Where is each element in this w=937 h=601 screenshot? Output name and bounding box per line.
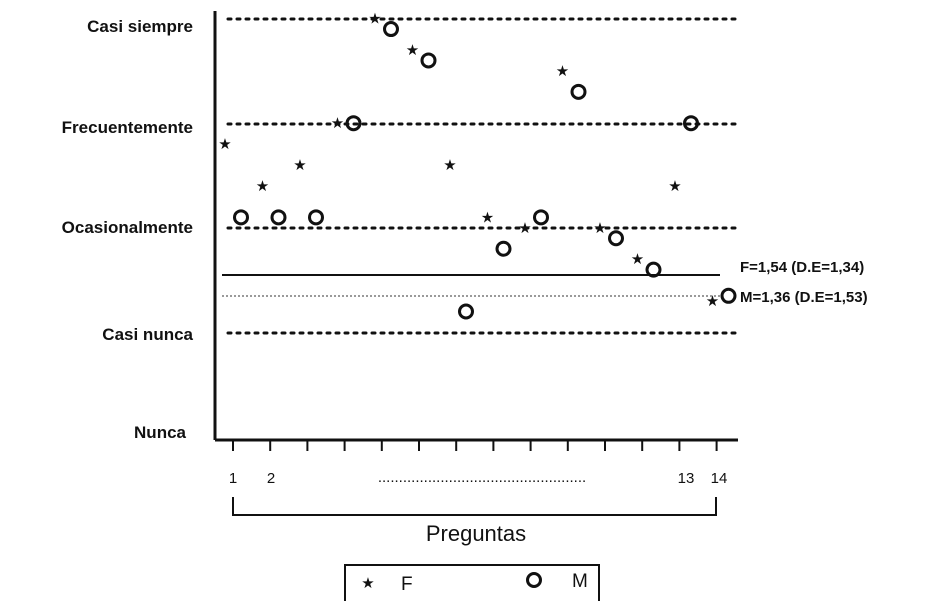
- m-circle-point-2: [270, 209, 287, 226]
- m-circle-point-14: [720, 287, 737, 304]
- x-tick-label-2: 2: [267, 470, 275, 487]
- x-tick-ellipsis: ........................................…: [378, 469, 586, 486]
- m-circle-point-5: [383, 21, 399, 38]
- x-tick-label-14: 14: [711, 470, 728, 487]
- f-star-point-3: ★: [293, 156, 306, 174]
- f-star-point-14: ★: [706, 292, 719, 310]
- legend-circle-icon: [526, 572, 542, 588]
- x-tick-label-1: 1: [229, 470, 237, 487]
- x-axis-bracket: [232, 497, 717, 516]
- f-star-point-6: ★: [406, 41, 419, 59]
- m-circle-point-8: [495, 240, 512, 257]
- f-mean-label: F=1,54 (D.E=1,34): [740, 259, 864, 276]
- f-star-point-2: ★: [256, 177, 269, 195]
- f-star-point-12: ★: [631, 250, 644, 268]
- f-star-point-4: ★: [331, 114, 344, 132]
- m-circle-point-11: [608, 230, 624, 247]
- f-star-point-5: ★: [368, 10, 381, 28]
- grid-lines: [226, 17, 737, 335]
- legend-frame: [344, 564, 600, 601]
- f-star-point-10: ★: [556, 62, 569, 80]
- f-star-point-9: ★: [518, 219, 531, 237]
- f-star-point-11: ★: [593, 219, 606, 237]
- f-star-point-1: ★: [218, 135, 231, 153]
- y-label-nunca: Nunca: [134, 423, 187, 442]
- x-axis-title: Preguntas: [426, 521, 526, 546]
- data-markers: ★ ★ ★ ★ ★ ★ ★ ★ ★ ★ ★ ★ ★ ★: [218, 10, 737, 320]
- m-circle-point-7: [458, 303, 474, 320]
- m-circle-point-12: [645, 261, 662, 278]
- legend: ★ F M: [344, 564, 600, 601]
- m-circle-point-4: [345, 115, 362, 132]
- m-circle-point-6: [420, 52, 437, 69]
- legend-star-icon: ★: [361, 574, 374, 592]
- m-circle-point-3: [308, 209, 324, 226]
- f-star-point-13: ★: [668, 177, 681, 195]
- m-circle-point-9: [533, 209, 549, 226]
- f-star-point-7: ★: [443, 156, 456, 174]
- y-label-casi-nunca: Casi nunca: [102, 325, 193, 344]
- legend-label-m: M: [572, 571, 588, 592]
- m-circle-point-1: [233, 209, 249, 226]
- m-circle-point-13: [683, 115, 699, 132]
- y-label-ocasionalmente: Ocasionalmente: [62, 218, 193, 237]
- f-star-point-8: ★: [481, 208, 494, 226]
- y-label-casi-siempre: Casi siempre: [87, 17, 193, 36]
- legend-label-f: F: [401, 574, 413, 595]
- m-mean-label: M=1,36 (D.E=1,53): [740, 289, 868, 306]
- y-label-frecuentemente: Frecuentemente: [62, 118, 193, 137]
- x-ticks: [232, 440, 718, 451]
- m-circle-point-10: [570, 83, 587, 100]
- x-tick-label-13: 13: [678, 470, 695, 487]
